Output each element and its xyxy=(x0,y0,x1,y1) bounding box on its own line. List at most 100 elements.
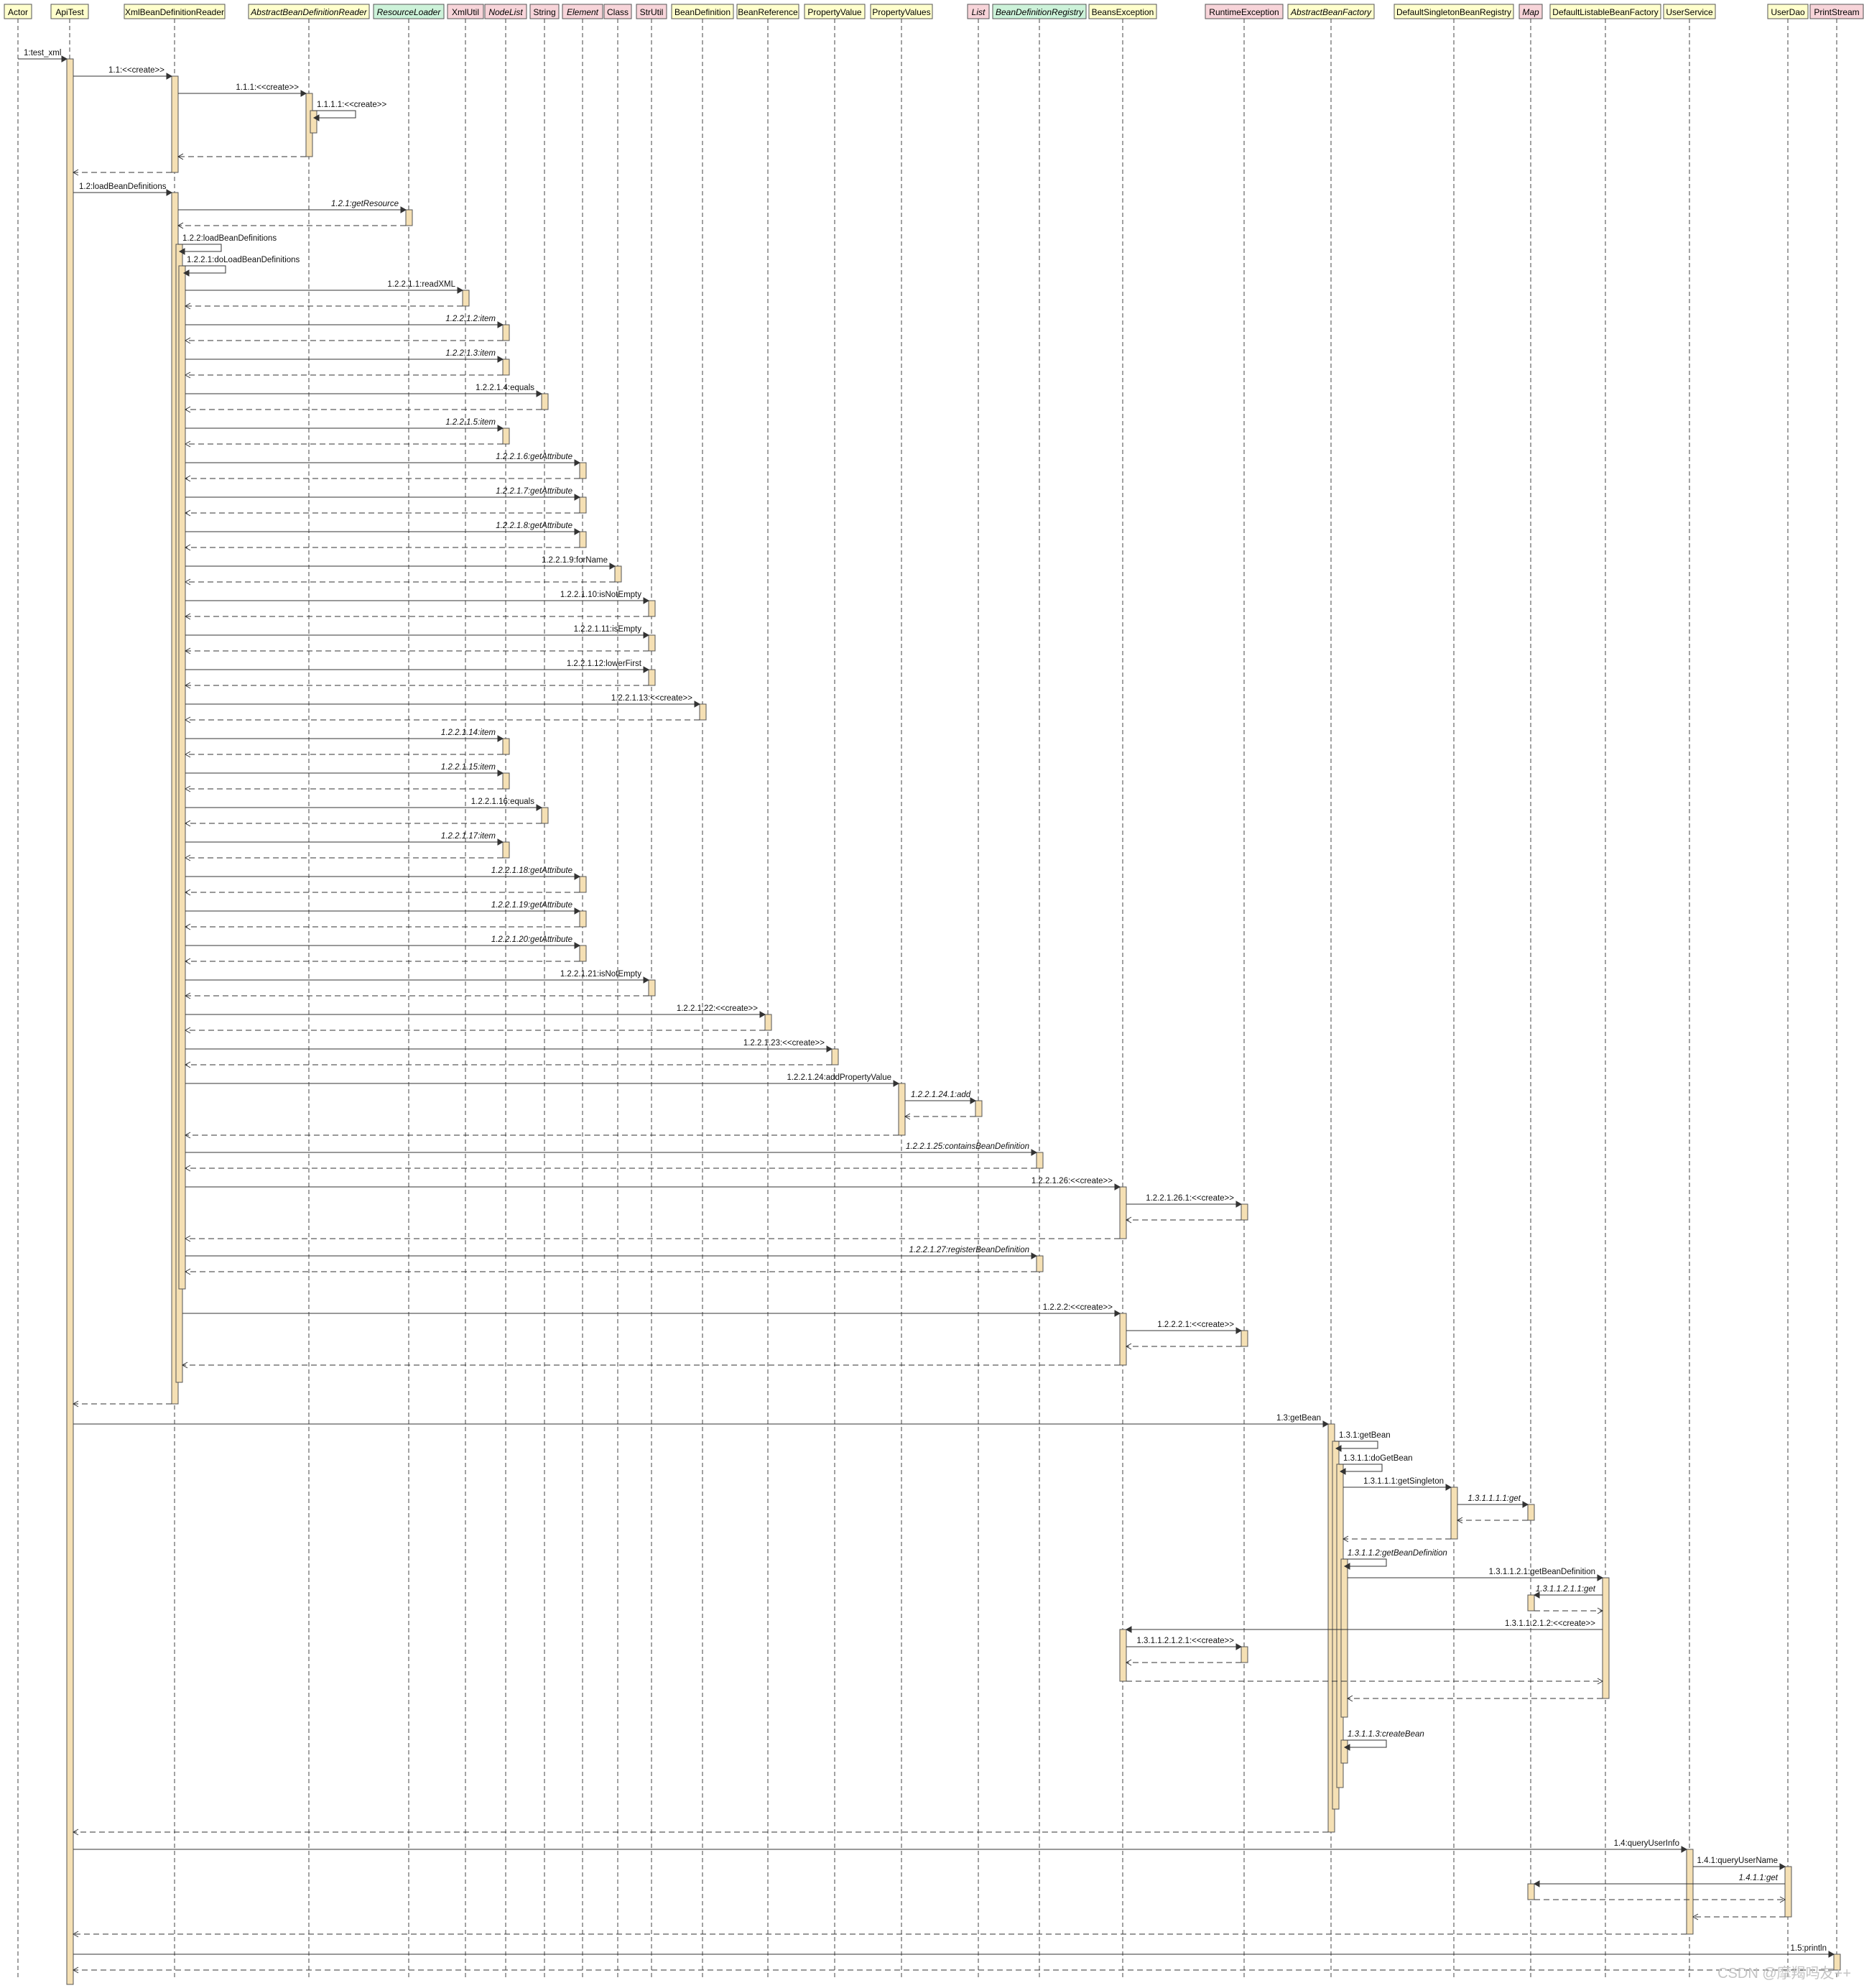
participant-box xyxy=(1518,4,1543,19)
participant-actor: Actor xyxy=(4,4,32,19)
participant-el: Element xyxy=(562,4,603,19)
activation-list xyxy=(975,1100,983,1117)
participant-dsbr: DefaultSingletonBeanRegistry xyxy=(1394,4,1514,19)
activation-apitest xyxy=(66,58,74,1985)
message: 1.2.2.1.19:getAttribute xyxy=(185,901,581,915)
participant-label: UserDao xyxy=(1771,7,1805,17)
participant-box xyxy=(636,4,667,19)
message: 1.3.1.1:doGetBean xyxy=(1339,1454,1413,1475)
participant-label: BeansException xyxy=(1092,7,1154,17)
message: 1.3.1.1.2.1.2.1:<<create>> xyxy=(1126,1637,1243,1650)
return-message xyxy=(184,1235,1120,1242)
activation-xu xyxy=(462,290,470,307)
participant-dlbf: DefaultListableBeanFactory xyxy=(1549,4,1661,19)
message: 1.2.2.1.27:registerBeanDefinition xyxy=(185,1246,1038,1259)
activation-map xyxy=(1527,1883,1535,1900)
activation-nl xyxy=(502,324,510,341)
activation-abdr xyxy=(310,110,317,134)
activation-su xyxy=(648,669,656,686)
participant-label: Class xyxy=(607,7,629,17)
watermark-text: CSDN @摩羯吗友++ xyxy=(1717,1966,1851,1982)
message-label: 1.2.2.2:<<create>> xyxy=(1043,1303,1113,1312)
activation-rex xyxy=(1241,1646,1248,1663)
message-label: 1.3.1.1.1:getSingleton xyxy=(1363,1477,1444,1486)
return-message xyxy=(177,153,306,160)
message: 1.2.2.1.22:<<create>> xyxy=(185,1004,766,1018)
activation-bdreg xyxy=(1036,1255,1044,1272)
participant-label: DefaultListableBeanFactory xyxy=(1552,7,1658,17)
message-label: 1.2.2.1.10:isNotEmpty xyxy=(560,591,641,599)
participant-br: BeanReference xyxy=(736,4,799,19)
message-label: 1.2.2.1.20:getAttribute xyxy=(491,935,572,944)
participant-cls: Class xyxy=(603,4,632,19)
activation-su xyxy=(648,600,656,617)
participant-label: DefaultSingletonBeanRegistry xyxy=(1396,7,1511,17)
message: 1.3.1.1.2:getBeanDefinition xyxy=(1343,1549,1447,1570)
message-label: 1.3.1.1:doGetBean xyxy=(1343,1454,1413,1463)
return-message xyxy=(1125,1659,1241,1666)
message-label: 1.2.2.1:doLoadBeanDefinitions xyxy=(187,256,300,264)
participant-box xyxy=(1549,4,1661,19)
activation-pv xyxy=(831,1048,839,1065)
participant-abdr: AbstractBeanDefinitionReader xyxy=(248,4,370,19)
activation-str xyxy=(541,393,549,410)
message-label: 1.2.2.1.15:item xyxy=(441,763,496,772)
message: 1.2.2.1.5:item xyxy=(185,418,504,432)
message-label: 1.1.1.1:<<create>> xyxy=(317,101,386,109)
participant-pvs: PropertyValues xyxy=(870,4,933,19)
participant-bex: BeansException xyxy=(1088,4,1157,19)
message-label: 1.2.2.1.7:getAttribute xyxy=(496,487,572,496)
activation-su xyxy=(648,979,656,997)
participant-box xyxy=(1088,4,1157,19)
participant-bd: BeanDefinition xyxy=(671,4,734,19)
message-label: 1.2:loadBeanDefinitions xyxy=(79,182,167,191)
return-message xyxy=(184,406,542,413)
return-message xyxy=(72,1400,172,1407)
participant-label: AbstractBeanFactory xyxy=(1290,7,1372,17)
participant-label: PropertyValues xyxy=(872,7,930,17)
participant-rex: RuntimeException xyxy=(1205,4,1284,19)
participant-box xyxy=(248,4,370,19)
message: 1.2.2.1.4:equals xyxy=(185,384,543,397)
return-message xyxy=(184,820,542,827)
activation-abf xyxy=(1340,1558,1348,1718)
message: 1:test_xml xyxy=(18,49,68,63)
message-label: 1:test_xml xyxy=(24,49,61,57)
participant-box xyxy=(1394,4,1514,19)
activation-us xyxy=(1686,1849,1694,1935)
return-message xyxy=(184,1165,1037,1172)
messages: 1:test_xml 1.1:<<create>> 1.1.1:<<create>>… xyxy=(18,49,1835,1974)
participant-label: PrintStream xyxy=(1814,7,1859,17)
message: 1.2.2.1.17:item xyxy=(185,832,504,846)
return-message xyxy=(184,751,503,758)
return-message xyxy=(1534,1607,1604,1614)
return-message xyxy=(72,1931,1687,1938)
message: 1.2.2.2.1:<<create>> xyxy=(1126,1321,1243,1334)
message: 1.2.2.2:<<create>> xyxy=(182,1303,1121,1317)
message-label: 1.3.1.1.1.1:get xyxy=(1467,1494,1521,1503)
participant-box xyxy=(671,4,734,19)
message: 1.2.2.1.10:isNotEmpty xyxy=(185,591,650,604)
return-message xyxy=(1125,1343,1241,1350)
return-message xyxy=(184,302,463,310)
message-label: 1.3.1.1.2.1.2:<<create>> xyxy=(1505,1619,1595,1628)
return-message xyxy=(1342,1535,1451,1543)
return-message xyxy=(184,337,503,344)
message: 1.2.2.1.14:item xyxy=(185,729,504,742)
participant-su: StrUtil xyxy=(636,4,667,19)
message-label: 1.2.2.1.3:item xyxy=(445,349,496,358)
activation-dsbr xyxy=(1450,1487,1458,1540)
participant-label: List xyxy=(972,7,986,17)
return-message xyxy=(184,889,580,896)
activation-el xyxy=(579,910,587,928)
participant-label: NodeList xyxy=(488,7,523,17)
message: 1.4.1.1:get xyxy=(1533,1874,1785,1887)
participant-box xyxy=(1287,4,1375,19)
message: 1.2.2.1.20:getAttribute xyxy=(185,935,581,949)
return-message xyxy=(72,1829,1328,1836)
participant-box xyxy=(804,4,866,19)
message-label: 1.2.2.1.17:item xyxy=(441,832,496,841)
message: 1.3.1.1.1:getSingleton xyxy=(1343,1477,1452,1491)
participant-label: RuntimeException xyxy=(1209,7,1279,17)
message-label: 1.2.2.1.26:<<create>> xyxy=(1031,1177,1113,1185)
